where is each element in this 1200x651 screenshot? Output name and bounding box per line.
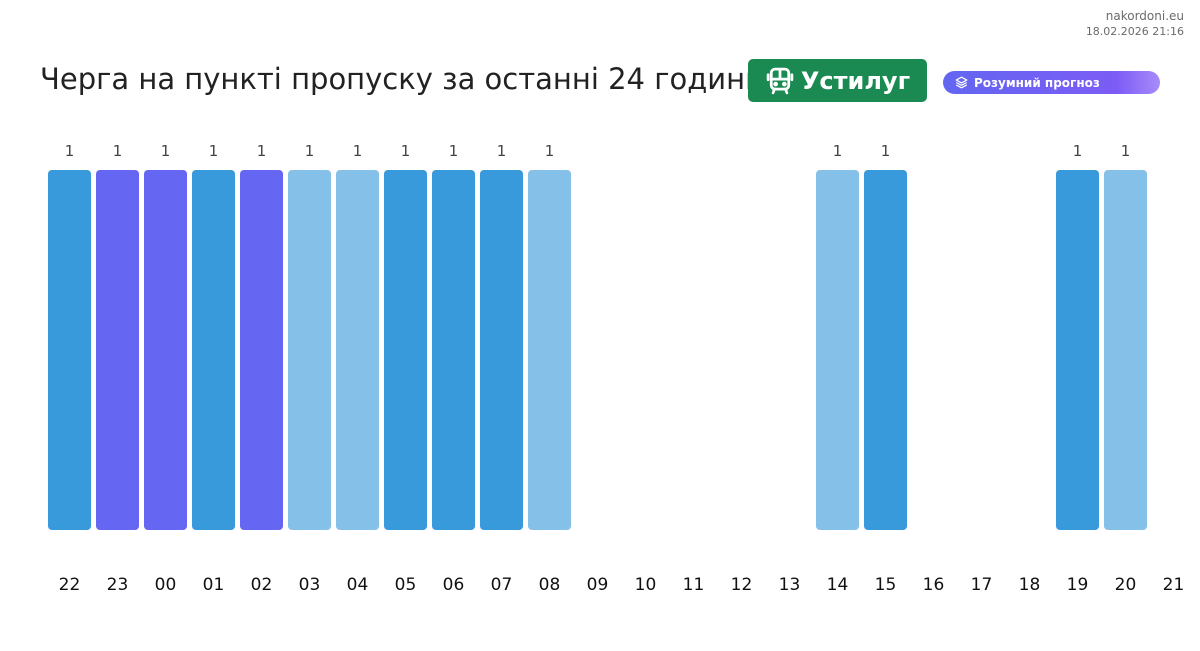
bar-02 [240, 170, 283, 530]
layers-icon [955, 76, 968, 89]
bar-value-label-19: 1 [1073, 142, 1083, 160]
smart-forecast-label: Розумний прогноз [974, 75, 1100, 90]
bar-value-label-20: 1 [1121, 142, 1131, 160]
x-tick-label-20: 20 [1115, 575, 1137, 595]
bar-value-label-07: 1 [497, 142, 507, 160]
bar-value-label-14: 1 [833, 142, 843, 160]
x-tick-label-01: 01 [203, 575, 225, 595]
bar-value-label-23: 1 [113, 142, 123, 160]
bar-15 [864, 170, 907, 530]
bar-value-label-02: 1 [257, 142, 267, 160]
x-tick-label-17: 17 [971, 575, 993, 595]
x-tick-label-00: 00 [155, 575, 177, 595]
bar-value-label-03: 1 [305, 142, 315, 160]
x-tick-label-09: 09 [587, 575, 609, 595]
x-tick-label-05: 05 [395, 575, 417, 595]
x-tick-label-07: 07 [491, 575, 513, 595]
x-tick-label-11: 11 [683, 575, 705, 595]
timestamp: 18.02.2026 21:16 [1085, 25, 1184, 38]
bar-value-label-04: 1 [353, 142, 363, 160]
x-tick-label-12: 12 [731, 575, 753, 595]
bar-01 [192, 170, 235, 530]
bar-06 [432, 170, 475, 530]
x-tick-label-22: 22 [59, 575, 81, 595]
x-tick-label-14: 14 [827, 575, 849, 595]
x-tick-label-02: 02 [251, 575, 273, 595]
bar-value-label-08: 1 [545, 142, 555, 160]
bar-08 [528, 170, 571, 530]
x-tick-label-06: 06 [443, 575, 465, 595]
x-tick-label-08: 08 [539, 575, 561, 595]
bus-icon [765, 66, 795, 96]
x-tick-label-04: 04 [347, 575, 369, 595]
bar-23 [96, 170, 139, 530]
site-name: nakordoni.eu [1105, 9, 1184, 23]
checkpoint-badge: Устилуг [748, 59, 927, 102]
bar-07 [480, 170, 523, 530]
bar-value-label-22: 1 [65, 142, 75, 160]
bar-19 [1056, 170, 1099, 530]
x-tick-label-19: 19 [1067, 575, 1089, 595]
x-tick-label-03: 03 [299, 575, 321, 595]
x-tick-label-15: 15 [875, 575, 897, 595]
bar-22 [48, 170, 91, 530]
bar-20 [1104, 170, 1147, 530]
bar-04 [336, 170, 379, 530]
bar-03 [288, 170, 331, 530]
bar-value-label-01: 1 [209, 142, 219, 160]
x-tick-label-21: 21 [1163, 575, 1185, 595]
bar-value-label-00: 1 [161, 142, 171, 160]
x-tick-label-10: 10 [635, 575, 657, 595]
x-tick-label-13: 13 [779, 575, 801, 595]
bar-00 [144, 170, 187, 530]
bar-14 [816, 170, 859, 530]
bar-value-label-05: 1 [401, 142, 411, 160]
bar-value-label-06: 1 [449, 142, 459, 160]
checkpoint-name: Устилуг [800, 66, 911, 95]
bar-05 [384, 170, 427, 530]
page-title: Черга на пункті пропуску за останні 24 г… [40, 62, 764, 96]
brand-block: nakordoni.eu 18.02.2026 21:16 [1086, 8, 1184, 40]
bar-value-label-15: 1 [881, 142, 891, 160]
x-tick-label-18: 18 [1019, 575, 1041, 595]
smart-forecast-button[interactable]: Розумний прогноз [943, 71, 1160, 94]
x-tick-label-16: 16 [923, 575, 945, 595]
x-tick-label-23: 23 [107, 575, 129, 595]
